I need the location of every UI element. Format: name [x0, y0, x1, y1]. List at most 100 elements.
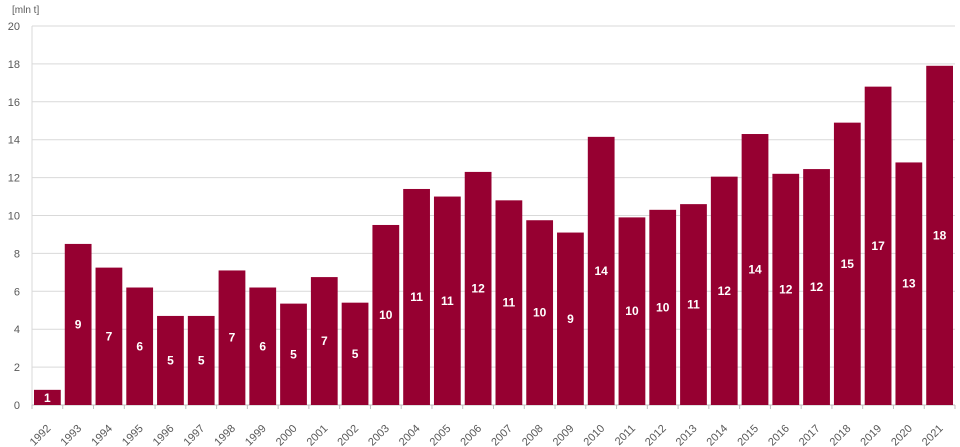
x-tick-label: 1996 — [151, 423, 177, 447]
data-label: 10 — [379, 308, 393, 322]
x-tick-label: 2003 — [366, 423, 392, 447]
data-label: 12 — [471, 281, 485, 295]
y-tick-label: 14 — [8, 135, 20, 147]
data-label: 11 — [410, 290, 423, 304]
bar-2019 — [864, 86, 892, 405]
data-label: 5 — [290, 347, 297, 361]
x-tick-label: 2012 — [643, 423, 669, 447]
data-label: 5 — [198, 353, 205, 367]
bar-1996 — [157, 315, 184, 405]
data-label: 14 — [748, 263, 762, 277]
data-label: 10 — [656, 300, 670, 314]
y-tick-label: 20 — [8, 21, 20, 33]
x-tick-label: 2013 — [674, 423, 700, 447]
x-axis-ticks: 1992 1993 1994 1995 1996 1997 1998 1999 2000 2001… — [28, 405, 956, 447]
data-label: 12 — [810, 280, 824, 294]
data-label: 11 — [441, 294, 454, 308]
y-tick-label: 10 — [8, 211, 20, 223]
x-tick-label: 2001 — [305, 423, 331, 447]
data-label: 11 — [687, 298, 700, 312]
x-tick-label: 2006 — [458, 423, 484, 447]
y-tick-label: 18 — [8, 59, 20, 71]
x-tick-label: 2016 — [766, 423, 792, 447]
y-tick-label: 8 — [14, 248, 20, 260]
data-label: 6 — [136, 339, 143, 353]
bar-2020 — [895, 162, 923, 405]
bar-1997 — [187, 315, 215, 405]
data-label: 9 — [75, 317, 82, 331]
bar-1999 — [249, 287, 277, 405]
bar-2016 — [772, 173, 800, 405]
data-label: 12 — [718, 284, 732, 298]
data-label: 17 — [871, 239, 885, 253]
bar-2005 — [433, 196, 461, 405]
bar-2021 — [926, 65, 954, 406]
bar-2009 — [557, 232, 584, 405]
bar-2018 — [833, 122, 861, 406]
x-tick-label: 2005 — [428, 423, 454, 447]
data-label: 14 — [595, 264, 609, 278]
bar-2003 — [372, 224, 400, 405]
data-labels: 1 9 7 6 5 5 7 6 5 7 5 10 11 11 12 11 10 9 14 10 10 11 12 14 12 12… — [44, 228, 947, 405]
data-label: 7 — [229, 331, 236, 345]
data-label: 9 — [567, 312, 574, 326]
bar-2010 — [587, 136, 615, 406]
x-tick-label: 1998 — [212, 423, 238, 447]
bar-2007 — [495, 200, 523, 405]
bar-2006 — [464, 171, 492, 405]
x-tick-label: 2009 — [551, 423, 577, 447]
x-tick-label: 2020 — [889, 423, 915, 447]
data-label: 7 — [321, 334, 328, 348]
y-tick-label: 4 — [14, 324, 20, 336]
x-tick-label: 2002 — [335, 423, 361, 447]
bar-2000 — [280, 303, 307, 405]
x-tick-label: 2019 — [858, 423, 884, 447]
y-tick-label: 0 — [14, 400, 20, 412]
y-tick-label: 6 — [14, 286, 20, 298]
x-tick-label: 2007 — [489, 423, 515, 447]
data-label: 18 — [933, 228, 947, 242]
data-label: 13 — [902, 277, 916, 291]
bar-1993 — [64, 243, 92, 405]
data-label: 7 — [106, 329, 113, 343]
x-tick-label: 2017 — [797, 423, 823, 447]
bars — [33, 65, 954, 406]
x-tick-label: 1992 — [28, 423, 54, 447]
x-tick-label: 1994 — [89, 423, 115, 447]
x-tick-label: 2014 — [705, 423, 731, 447]
data-label: 1 — [44, 391, 51, 405]
data-label: 5 — [352, 347, 359, 361]
bar-2004 — [403, 188, 430, 405]
y-tick-label: 16 — [8, 97, 20, 109]
bar-2008 — [526, 220, 554, 405]
x-tick-label: 2015 — [735, 423, 761, 447]
x-tick-label: 1999 — [243, 423, 269, 447]
data-label: 6 — [259, 339, 266, 353]
bar-2012 — [649, 209, 677, 405]
x-tick-label: 2021 — [920, 423, 946, 447]
x-tick-label: 2004 — [397, 423, 423, 447]
bar-1994 — [95, 267, 123, 405]
data-label: 10 — [533, 306, 547, 320]
x-tick-label: 2018 — [828, 423, 854, 447]
x-tick-label: 2008 — [520, 423, 546, 447]
bar-1992 — [33, 389, 61, 405]
bar-1998 — [218, 270, 246, 405]
data-label: 11 — [503, 296, 516, 310]
data-label: 10 — [625, 304, 639, 318]
x-tick-label: 2011 — [613, 423, 638, 447]
x-tick-label: 2000 — [274, 423, 300, 447]
x-tick-label: 1993 — [58, 423, 84, 447]
bar-2014 — [710, 176, 738, 405]
y-axis-unit-label: [mln t] — [12, 5, 39, 16]
bar-1995 — [126, 287, 154, 405]
bar-2011 — [618, 217, 646, 405]
x-tick-label: 2010 — [582, 423, 608, 447]
x-tick-label: 1995 — [120, 423, 146, 447]
x-tick-label: 1997 — [182, 423, 208, 447]
bar-2013 — [680, 204, 707, 405]
bar-2002 — [341, 302, 369, 405]
data-label: 5 — [167, 353, 174, 367]
